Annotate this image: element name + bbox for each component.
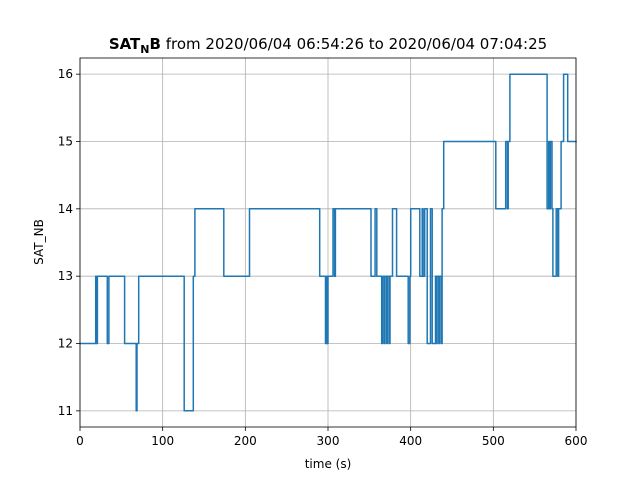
x-tick-label: 300	[317, 434, 340, 448]
x-axis-label: time (s)	[305, 457, 352, 471]
title-range: from 2020/06/04 06:54:26 to 2020/06/04 0…	[161, 35, 547, 53]
y-tick-label: 13	[58, 269, 73, 283]
x-tick-label: 600	[565, 434, 588, 448]
y-tick-label: 11	[58, 404, 73, 418]
plot-area	[79, 73, 577, 412]
x-tick-label: 0	[76, 434, 84, 448]
title-subscript: N	[140, 43, 149, 56]
grid	[79, 58, 577, 427]
y-tick-label: 14	[58, 202, 73, 216]
x-tick-label: 400	[399, 434, 422, 448]
y-tick-label: 15	[58, 134, 73, 148]
x-tick-label: 200	[234, 434, 257, 448]
chart-title: SATNB from 2020/06/04 06:54:26 to 2020/0…	[109, 35, 547, 56]
series-line	[79, 73, 577, 412]
y-tick-label: 16	[58, 67, 73, 81]
y-tick-label: 12	[58, 337, 73, 351]
title-suffix: B	[150, 35, 161, 53]
y-axis-label: SAT_NB	[32, 219, 46, 265]
title-main: SAT	[109, 35, 141, 53]
x-axis: 0 100 200 300 400 500 600	[76, 427, 587, 448]
y-axis: 11 12 13 14 15 16	[58, 67, 80, 418]
x-tick-label: 100	[151, 434, 174, 448]
x-tick-label: 500	[482, 434, 505, 448]
